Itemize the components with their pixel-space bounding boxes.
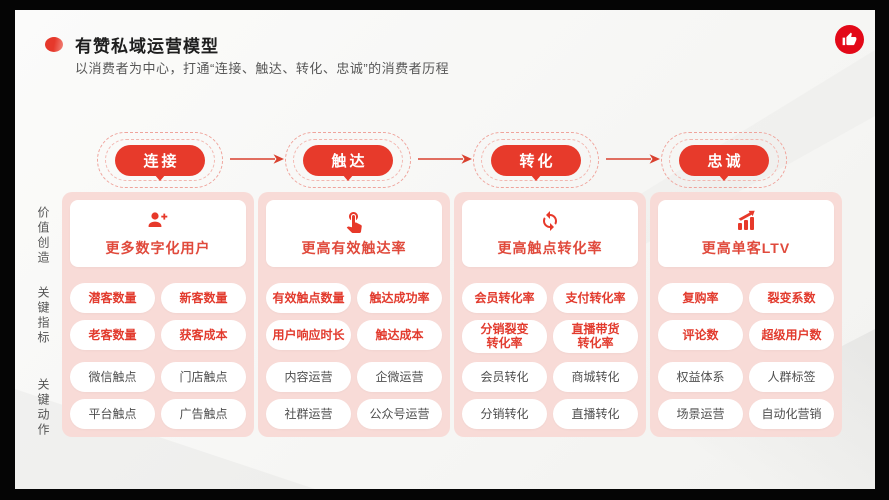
dashed-outline-outer: 忠诚 xyxy=(661,132,787,188)
action-chip: 平台触点 xyxy=(70,399,155,429)
metric-chip: 触达成功率 xyxy=(357,283,442,313)
user-plus-icon xyxy=(148,212,168,227)
metric-chip: 触达成本 xyxy=(357,320,442,350)
value-card: 更多数字化用户 xyxy=(70,200,246,267)
metric-chip: 有效触点数量 xyxy=(266,283,351,313)
stage-pill-reach: 触达 xyxy=(303,144,393,176)
arrow-right-icon xyxy=(418,154,472,164)
metrics-group: 潜客数量 新客数量 老客数量 获客成本 xyxy=(70,283,246,350)
action-chip: 社群运营 xyxy=(266,399,351,429)
action-chip: 场景运营 xyxy=(658,399,743,429)
stage-bubble-loyalty: 忠诚 xyxy=(661,132,787,188)
stage-pill-loyalty: 忠诚 xyxy=(679,144,769,176)
dashed-outline-inner: 转化 xyxy=(481,139,591,181)
value-card: 更高有效触达率 xyxy=(266,200,442,267)
stage-panel-convert: 更高触点转化率 会员转化率 支付转化率 分销裂变 转化率 直播带货 转化率 会员… xyxy=(454,192,646,437)
action-chip: 企微运营 xyxy=(357,362,442,392)
stage-panel-connect: 更多数字化用户 潜客数量 新客数量 老客数量 获客成本 微信触点 门店触点 平台… xyxy=(62,192,254,437)
metrics-group: 复购率 裂变系数 评论数 超级用户数 xyxy=(658,283,834,350)
dashed-outline-outer: 连接 xyxy=(97,132,223,188)
metric-chip: 潜客数量 xyxy=(70,283,155,313)
metric-chip: 裂变系数 xyxy=(749,283,834,313)
row-label-key-actions: 关键动作 xyxy=(36,378,50,438)
page-title: 有赞私域运营模型 xyxy=(75,37,219,56)
metric-chip: 老客数量 xyxy=(70,320,155,350)
action-chip: 人群标签 xyxy=(749,362,834,392)
metric-chip: 获客成本 xyxy=(161,320,246,350)
actions-group: 内容运营 企微运营 社群运营 公众号运营 xyxy=(266,362,442,429)
value-label: 更多数字化用户 xyxy=(105,240,211,256)
metric-chip: 分销裂变 转化率 xyxy=(462,320,547,353)
slide-canvas: 有赞私域运营模型 以消费者为中心，打通“连接、触达、转化、忠诚”的消费者历程 连… xyxy=(15,10,875,489)
action-chip: 门店触点 xyxy=(161,362,246,392)
metrics-group: 会员转化率 支付转化率 分销裂变 转化率 直播带货 转化率 xyxy=(462,283,638,353)
metric-chip: 直播带货 转化率 xyxy=(553,320,638,353)
actions-group: 会员转化 商城转化 分销转化 直播转化 xyxy=(462,362,638,429)
metrics-group: 有效触点数量 触达成功率 用户响应时长 触达成本 xyxy=(266,283,442,350)
metric-chip: 复购率 xyxy=(658,283,743,313)
metric-chip: 新客数量 xyxy=(161,283,246,313)
stage-bubble-connect: 连接 xyxy=(97,132,223,188)
action-chip: 直播转化 xyxy=(553,399,638,429)
action-chip: 微信触点 xyxy=(70,362,155,392)
arrow-right-icon xyxy=(606,154,660,164)
actions-group: 微信触点 门店触点 平台触点 广告触点 xyxy=(70,362,246,429)
arrow-right-icon xyxy=(230,154,284,164)
metric-chip: 支付转化率 xyxy=(553,283,638,313)
metric-chip: 超级用户数 xyxy=(749,320,834,350)
thumbs-up-badge xyxy=(835,25,864,54)
stage-bubble-reach: 触达 xyxy=(285,132,411,188)
value-label: 更高触点转化率 xyxy=(497,240,603,256)
dashed-outline-inner: 忠诚 xyxy=(669,139,779,181)
action-chip: 广告触点 xyxy=(161,399,246,429)
action-chip: 权益体系 xyxy=(658,362,743,392)
action-chip: 自动化营销 xyxy=(749,399,834,429)
chart-up-icon xyxy=(738,210,755,230)
value-card: 更高单客LTV xyxy=(658,200,834,267)
stage-bubble-convert: 转化 xyxy=(473,132,599,188)
stage-panel-loyalty: 更高单客LTV 复购率 裂变系数 评论数 超级用户数 权益体系 人群标签 场景运… xyxy=(650,192,842,437)
dashed-outline-outer: 触达 xyxy=(285,132,411,188)
stage-panel-reach: 更高有效触达率 有效触点数量 触达成功率 用户响应时长 触达成本 内容运营 企微… xyxy=(258,192,450,437)
title-bullet-icon xyxy=(45,37,63,52)
value-label: 更高单客LTV xyxy=(701,240,791,256)
actions-group: 权益体系 人群标签 场景运营 自动化营销 xyxy=(658,362,834,429)
stage-pill-connect: 连接 xyxy=(115,144,205,176)
row-label-key-metrics: 关键指标 xyxy=(36,286,50,346)
stage-pill-convert: 转化 xyxy=(491,144,581,176)
dashed-outline-inner: 触达 xyxy=(293,139,403,181)
page-subtitle: 以消费者为中心，打通“连接、触达、转化、忠诚”的消费者历程 xyxy=(75,61,450,76)
thumbs-up-icon xyxy=(842,32,857,46)
tap-icon xyxy=(346,212,362,233)
dashed-outline-inner: 连接 xyxy=(105,139,215,181)
value-card: 更高触点转化率 xyxy=(462,200,638,267)
action-chip: 公众号运营 xyxy=(357,399,442,429)
action-chip: 内容运营 xyxy=(266,362,351,392)
dashed-outline-outer: 转化 xyxy=(473,132,599,188)
action-chip: 会员转化 xyxy=(462,362,547,392)
row-label-value-creation: 价值创造 xyxy=(36,206,50,266)
cycle-icon xyxy=(543,211,557,231)
metric-chip: 用户响应时长 xyxy=(266,320,351,350)
action-chip: 商城转化 xyxy=(553,362,638,392)
action-chip: 分销转化 xyxy=(462,399,547,429)
metric-chip: 会员转化率 xyxy=(462,283,547,313)
value-label: 更高有效触达率 xyxy=(301,240,407,256)
metric-chip: 评论数 xyxy=(658,320,743,350)
